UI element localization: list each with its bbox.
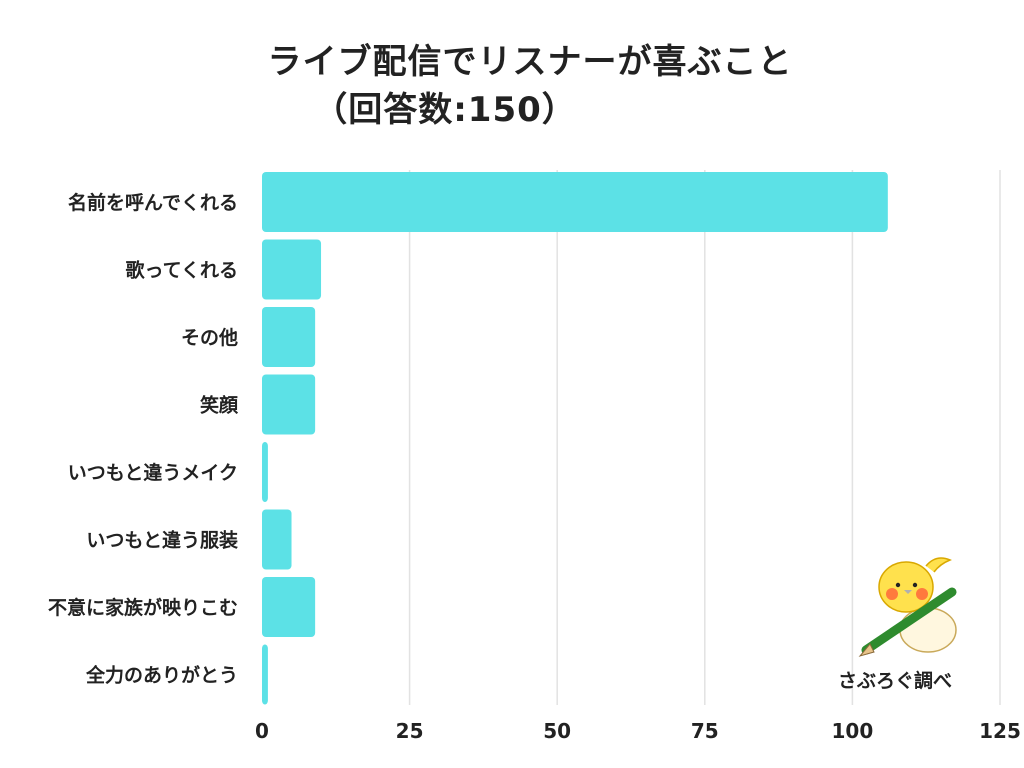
category-label: 笑顔 bbox=[200, 394, 239, 417]
bar bbox=[262, 307, 316, 367]
source-credit: さぶろぐ調べ bbox=[838, 670, 953, 692]
category-label: 歌ってくれる bbox=[126, 259, 238, 282]
category-label: 全力のありがとう bbox=[85, 664, 238, 687]
bar bbox=[262, 239, 322, 300]
bars bbox=[262, 172, 888, 705]
bar bbox=[262, 577, 316, 637]
chart-title: ライブ配信でリスナーが喜ぶこと （回答数:150） bbox=[0, 38, 1024, 134]
title-line-1: ライブ配信でリスナーが喜ぶこと bbox=[267, 42, 793, 82]
title-line-2: （回答数:150） bbox=[313, 90, 577, 130]
category-labels: 名前を呼んでくれる歌ってくれるその他笑顔いつもと違うメイクいつもと違う服装不意に… bbox=[48, 191, 239, 687]
category-label: 名前を呼んでくれる bbox=[68, 191, 238, 214]
bird-mascot-icon bbox=[858, 557, 957, 657]
bar bbox=[262, 374, 316, 435]
tick-labels: 0 25 50 75 100 125 bbox=[255, 719, 1021, 743]
tick-label: 100 bbox=[832, 719, 874, 743]
tick-label: 125 bbox=[979, 719, 1021, 743]
bar bbox=[262, 442, 268, 502]
tick-label: 0 bbox=[255, 719, 269, 743]
tick-label: 75 bbox=[691, 719, 719, 743]
bar bbox=[262, 172, 888, 232]
category-label: いつもと違う服装 bbox=[86, 529, 238, 552]
category-label: 不意に家族が映りこむ bbox=[48, 596, 238, 619]
category-label: いつもと違うメイク bbox=[68, 461, 238, 484]
tick-label: 25 bbox=[396, 719, 424, 743]
bar bbox=[262, 644, 268, 705]
category-label: その他 bbox=[181, 326, 238, 349]
bar bbox=[262, 509, 292, 570]
tick-label: 50 bbox=[543, 719, 571, 743]
grid-lines bbox=[408, 170, 1001, 705]
